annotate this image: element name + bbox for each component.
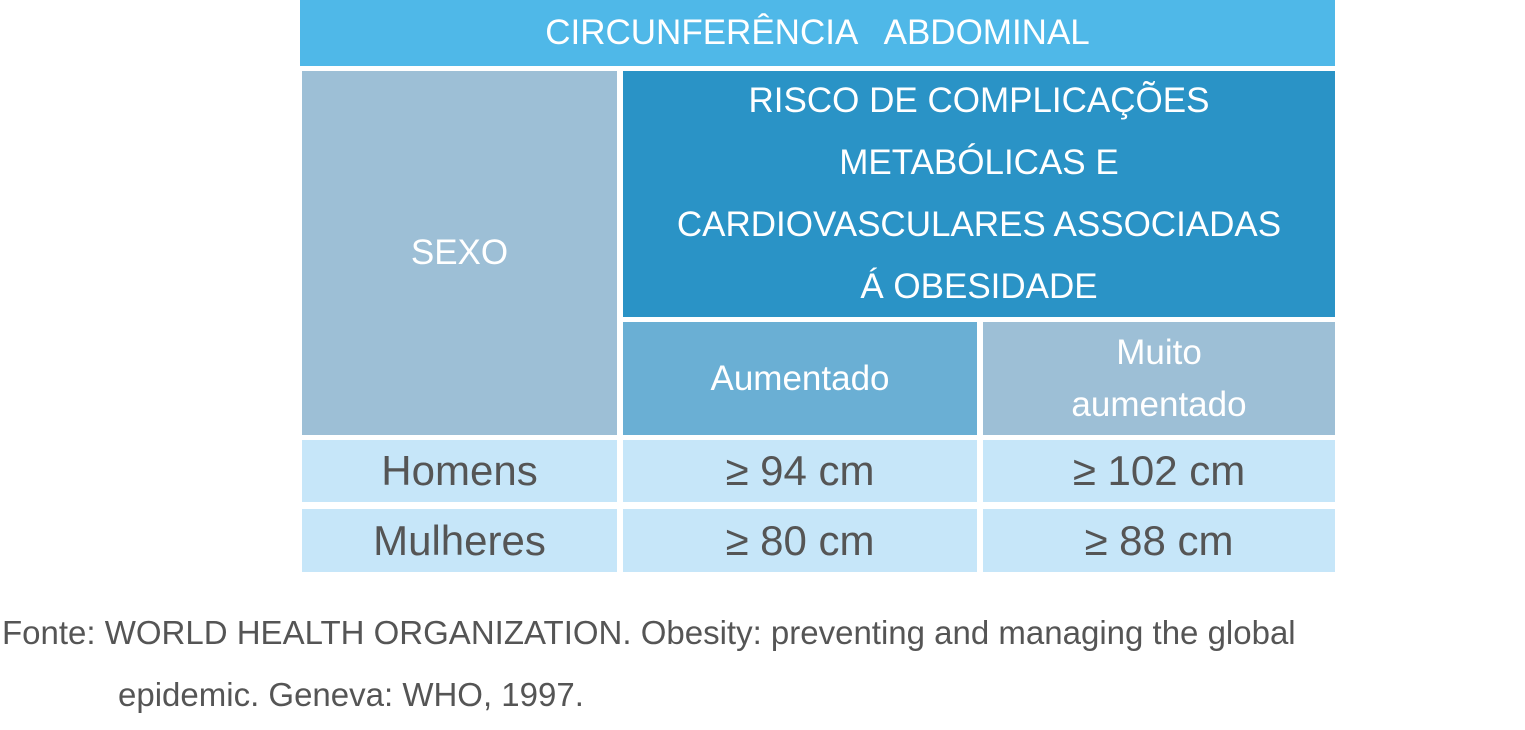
cell-text: ≥ 102 cm: [1072, 447, 1246, 494]
cell-text: Homens: [381, 447, 538, 494]
cell-text: ≥ 80 cm: [725, 516, 875, 564]
level-label: aumentado: [1071, 384, 1247, 424]
row-label: Homens: [302, 440, 617, 502]
data-cell: ≥ 102 cm: [983, 440, 1335, 502]
sexo-label: SEXO: [410, 233, 509, 272]
cell-text: ≥ 88 cm: [1084, 516, 1234, 564]
risk-line: RISCO DE COMPLICAÇÕES: [748, 81, 1210, 120]
risk-line: METABÓLICAS E: [839, 143, 1119, 182]
cell-text: ≥ 94 cm: [725, 447, 875, 494]
data-cell: ≥ 94 cm: [623, 440, 977, 502]
risk-header: RISCO DE COMPLICAÇÕES METABÓLICAS E CARD…: [623, 71, 1335, 317]
level-label: Aumentado: [710, 358, 890, 398]
table-title: CIRCUNFERÊNCIA ABDOMINAL: [545, 13, 1090, 52]
title-bar: CIRCUNFERÊNCIA ABDOMINAL: [300, 0, 1335, 66]
sexo-header: SEXO: [302, 71, 617, 435]
cell-text: Mulheres: [373, 516, 546, 564]
source-line: Fonte: WORLD HEALTH ORGANIZATION. Obesit…: [2, 614, 1296, 651]
risk-line: CARDIOVASCULARES ASSOCIADAS: [676, 205, 1282, 244]
data-cell: ≥ 88 cm: [983, 509, 1335, 572]
risk-line: Á OBESIDADE: [860, 267, 1098, 306]
level-header: Aumentado: [623, 322, 977, 435]
row-label: Mulheres: [302, 509, 617, 572]
level-header: Muito aumentado: [983, 322, 1335, 435]
data-cell: ≥ 80 cm: [623, 509, 977, 572]
source-line: epidemic. Geneva: WHO, 1997.: [118, 676, 584, 713]
level-label: Muito: [1116, 332, 1202, 372]
